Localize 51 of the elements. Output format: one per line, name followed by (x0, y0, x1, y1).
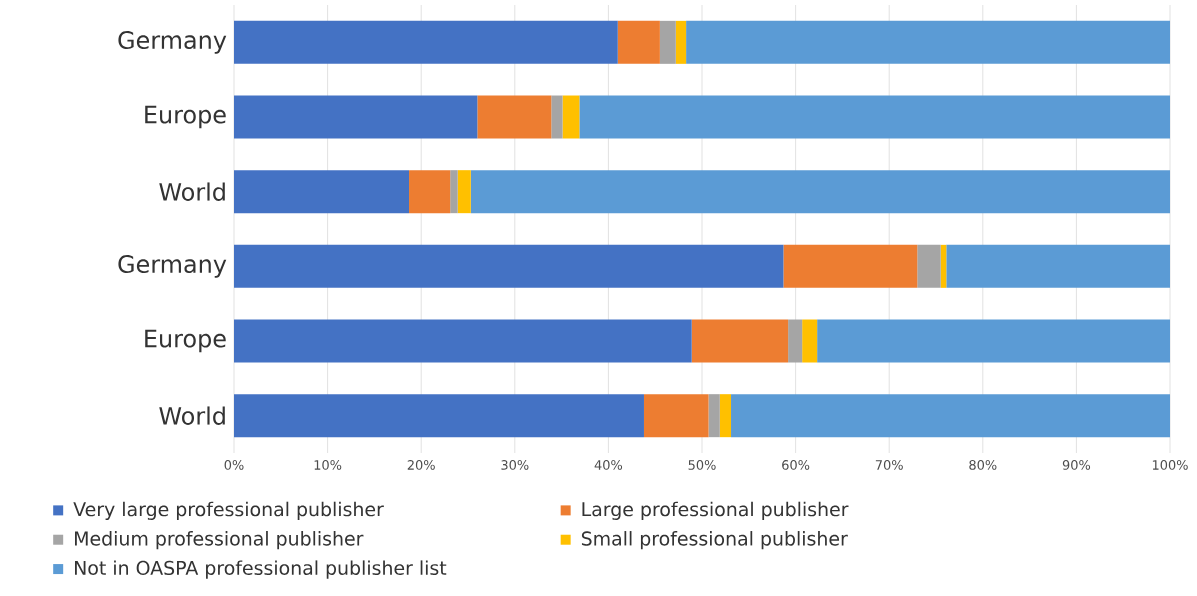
legend-label: Medium professional publisher (75, 531, 364, 550)
bar (691, 319, 789, 363)
bar (659, 20, 676, 64)
x-tick-label: 70% (875, 460, 903, 470)
x-tick-label: 90% (1062, 460, 1091, 470)
bar (675, 20, 687, 64)
bar (946, 244, 1171, 288)
bar (562, 95, 580, 139)
x-tick-label: 50% (688, 460, 716, 470)
x-tick-label: 60% (782, 460, 810, 470)
x-tick-label: 100% (1152, 460, 1188, 470)
y-tick-label: World (159, 406, 225, 425)
bar (234, 20, 618, 64)
bar (643, 394, 709, 438)
bar (802, 319, 818, 363)
bar (719, 394, 732, 438)
legend-label: Very large professional publisher (73, 501, 384, 521)
bar (409, 170, 451, 214)
bar (708, 394, 720, 438)
bar (551, 95, 563, 139)
x-tick-label: 80% (969, 460, 997, 470)
x-tick-label: 20% (407, 460, 435, 470)
y-tick-label: Germany (118, 30, 227, 54)
bar (686, 20, 1171, 64)
bar (234, 95, 478, 139)
y-tick-label: World (159, 182, 225, 201)
bar (450, 170, 458, 214)
bar (234, 394, 644, 438)
bar (457, 170, 471, 214)
x-tick-label: 10% (314, 460, 342, 470)
y-tick-label: Europe (145, 329, 226, 353)
x-tick-label: 30% (501, 460, 529, 470)
bar (817, 319, 1171, 363)
bar (783, 244, 918, 288)
bar (917, 244, 941, 288)
bar (234, 319, 692, 363)
legend-label: Small professional publisher (581, 531, 848, 550)
y-tick-label: Europe (145, 105, 226, 129)
bar (617, 20, 660, 64)
bar (477, 95, 552, 139)
bar (788, 319, 803, 363)
bar (470, 170, 1171, 214)
bar (579, 95, 1171, 139)
legend-label: Large professional publisher (582, 501, 849, 521)
bar (234, 170, 410, 214)
y-tick-label: Germany (118, 254, 227, 278)
bar (731, 394, 1171, 438)
x-tick-label: 0% (224, 460, 244, 470)
x-tick-label: 40% (594, 460, 623, 470)
bar (234, 244, 784, 288)
legend-label: Not in OASPA professional publisher list (75, 560, 447, 579)
